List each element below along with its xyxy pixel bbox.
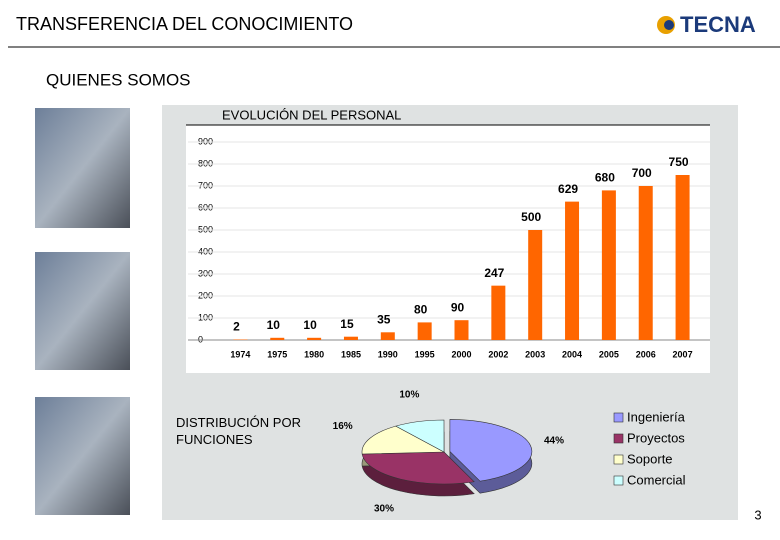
pie-chart: DISTRIBUCIÓN POR FUNCIONES 44% Ingeniería 3… (176, 390, 686, 515)
y-tick-label: 600 (198, 202, 213, 212)
x-tick-label: 1974 (230, 349, 250, 359)
section-title: QUIENES SOMOS (46, 70, 191, 89)
legend-label: Soporte (627, 451, 673, 466)
x-tick-label: 2000 (451, 349, 471, 359)
bar (454, 320, 469, 340)
legend-swatch (613, 433, 624, 444)
photo (35, 397, 130, 515)
y-tick-label: 300 (198, 268, 213, 278)
y-tick-label: 800 (198, 158, 213, 168)
value-label: 90 (451, 300, 465, 314)
y-tick-label: 400 (198, 246, 213, 256)
photo (35, 252, 130, 370)
x-tick-label: 1975 (267, 349, 287, 359)
x-tick-label: 2003 (525, 349, 545, 359)
bar (270, 337, 285, 340)
value-label: 10 (303, 318, 317, 332)
y-tick-label: 900 (198, 136, 213, 146)
bar (491, 285, 506, 340)
legend-swatch (613, 454, 624, 465)
photo (35, 108, 130, 228)
y-tick-label: 100 (198, 312, 213, 322)
value-label: 2 (233, 320, 240, 334)
x-tick-label: 1985 (341, 349, 361, 359)
pie-label: 44% (544, 435, 564, 446)
bar (417, 322, 432, 340)
pie-title-box: DISTRIBUCIÓN POR FUNCIONES (176, 415, 301, 447)
bar (675, 175, 690, 340)
slide-title: TRANSFERENCIA DEL CONOCIMIENTO (16, 14, 353, 34)
plot-background (186, 125, 710, 373)
x-tick-label: 1990 (378, 349, 398, 359)
value-label: 247 (484, 266, 504, 280)
bar (343, 336, 358, 340)
value-label: 700 (632, 166, 652, 180)
logo: TECNA (680, 12, 756, 37)
pie-label: 10% (399, 390, 419, 401)
y-tick-label: 0 (198, 334, 203, 344)
bar (307, 337, 322, 340)
x-tick-label: 1980 (304, 349, 324, 359)
legend-swatch (613, 475, 624, 486)
bar-chart: 0 100 200 300 400 500 600 700 800 900 1974 2 1975 10 1… (188, 136, 710, 359)
value-label: 10 (267, 318, 281, 332)
bar (528, 230, 543, 340)
y-tick-label: 700 (198, 180, 213, 190)
y-tick-label: 200 (198, 290, 213, 300)
page-number: 3 (754, 507, 761, 522)
x-tick-label: 1995 (415, 349, 435, 359)
legend-label: Proyectos (627, 430, 685, 445)
x-tick-label: 2007 (673, 349, 693, 359)
bar (638, 186, 653, 340)
pie-label: 30% (374, 503, 394, 514)
value-label: 80 (414, 303, 428, 317)
bar-chart-title: EVOLUCIÓN DEL PERSONAL (222, 107, 401, 122)
pie-slice (449, 419, 533, 482)
pie-slice (361, 425, 446, 455)
legend-swatch (613, 412, 624, 423)
logo-icon-inner (664, 20, 674, 30)
bar (380, 332, 395, 340)
value-label: 629 (558, 182, 578, 196)
value-label: 35 (377, 312, 391, 326)
x-tick-label: 2004 (562, 349, 582, 359)
pie-slice (395, 419, 445, 453)
bar (601, 190, 616, 340)
legend-label: Comercial (627, 472, 686, 487)
value-label: 750 (669, 155, 689, 169)
pie-label: 16% (333, 421, 353, 432)
value-label: 680 (595, 171, 615, 185)
bar (565, 201, 580, 340)
x-tick-label: 2002 (488, 349, 508, 359)
value-label: 15 (340, 317, 354, 331)
x-tick-label: 2005 (599, 349, 619, 359)
value-label: 500 (521, 210, 541, 224)
legend-label: Ingeniería (627, 409, 686, 424)
y-tick-label: 500 (198, 224, 213, 234)
pie-slice (361, 451, 475, 485)
x-tick-label: 2006 (636, 349, 656, 359)
pie-chart-title: DISTRIBUCIÓN POR FUNCIONES (176, 415, 301, 447)
